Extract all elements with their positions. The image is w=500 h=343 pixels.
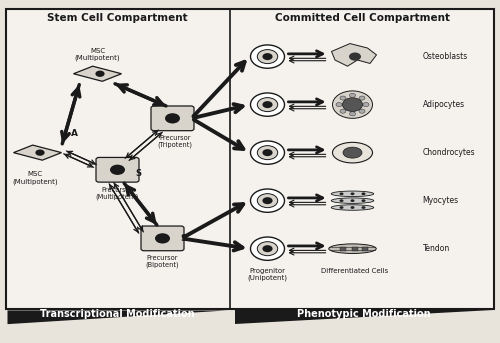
Text: Phenotypic Modification: Phenotypic Modification bbox=[296, 309, 430, 319]
Text: Osteoblasts: Osteoblasts bbox=[422, 52, 468, 61]
Circle shape bbox=[350, 199, 354, 202]
Circle shape bbox=[340, 192, 344, 195]
Circle shape bbox=[340, 199, 344, 202]
Circle shape bbox=[363, 103, 369, 107]
Circle shape bbox=[96, 71, 104, 77]
Circle shape bbox=[262, 101, 272, 108]
Text: Myocytes: Myocytes bbox=[422, 196, 458, 205]
FancyBboxPatch shape bbox=[96, 157, 139, 182]
Bar bbox=[362, 247, 368, 251]
Ellipse shape bbox=[331, 198, 374, 203]
Circle shape bbox=[155, 233, 170, 244]
Text: S: S bbox=[180, 234, 186, 243]
Text: Precursor
(Bipotent): Precursor (Bipotent) bbox=[146, 255, 180, 268]
Circle shape bbox=[258, 194, 278, 208]
Circle shape bbox=[350, 93, 356, 97]
Text: A: A bbox=[70, 129, 78, 138]
Circle shape bbox=[36, 150, 44, 156]
Circle shape bbox=[340, 96, 346, 100]
Ellipse shape bbox=[332, 142, 372, 163]
Text: Tendon: Tendon bbox=[422, 244, 450, 253]
Polygon shape bbox=[74, 66, 122, 81]
Circle shape bbox=[350, 112, 356, 116]
Polygon shape bbox=[332, 44, 376, 66]
Circle shape bbox=[262, 197, 272, 204]
Text: Precursor
(Tripotent): Precursor (Tripotent) bbox=[158, 135, 192, 148]
Polygon shape bbox=[235, 310, 492, 324]
Circle shape bbox=[262, 245, 272, 252]
Circle shape bbox=[336, 103, 342, 107]
Circle shape bbox=[250, 141, 284, 164]
Bar bbox=[352, 247, 358, 251]
Text: Differentiated Cells: Differentiated Cells bbox=[322, 268, 388, 273]
Circle shape bbox=[359, 96, 365, 100]
Circle shape bbox=[250, 189, 284, 212]
Text: MSC
(Multipotent): MSC (Multipotent) bbox=[12, 172, 58, 185]
Text: Adipocytes: Adipocytes bbox=[422, 100, 465, 109]
Text: Stem Cell Compartment: Stem Cell Compartment bbox=[47, 13, 188, 23]
Circle shape bbox=[258, 98, 278, 111]
Circle shape bbox=[110, 165, 125, 175]
Ellipse shape bbox=[331, 205, 374, 210]
Circle shape bbox=[362, 199, 366, 202]
FancyBboxPatch shape bbox=[6, 9, 494, 309]
Circle shape bbox=[258, 146, 278, 159]
Ellipse shape bbox=[331, 191, 374, 197]
Text: Transcriptional Modification: Transcriptional Modification bbox=[40, 309, 195, 319]
Circle shape bbox=[262, 53, 272, 60]
Circle shape bbox=[165, 113, 180, 123]
Circle shape bbox=[262, 149, 272, 156]
FancyBboxPatch shape bbox=[151, 106, 194, 131]
Text: S: S bbox=[192, 113, 198, 122]
Circle shape bbox=[340, 206, 344, 209]
Circle shape bbox=[250, 237, 284, 260]
Circle shape bbox=[258, 50, 278, 63]
Circle shape bbox=[332, 91, 372, 118]
Circle shape bbox=[350, 192, 354, 195]
Bar bbox=[340, 247, 346, 251]
Circle shape bbox=[359, 109, 365, 113]
Text: Progenitor
(Unipotent): Progenitor (Unipotent) bbox=[248, 268, 288, 281]
Ellipse shape bbox=[343, 147, 362, 158]
Text: Chondrocytes: Chondrocytes bbox=[422, 148, 475, 157]
Text: MSC
(Multipotent): MSC (Multipotent) bbox=[74, 48, 120, 61]
Circle shape bbox=[250, 93, 284, 116]
Text: S: S bbox=[136, 169, 141, 178]
Circle shape bbox=[349, 52, 361, 61]
Circle shape bbox=[342, 98, 362, 111]
Circle shape bbox=[250, 45, 284, 68]
Ellipse shape bbox=[329, 244, 376, 253]
FancyBboxPatch shape bbox=[141, 226, 184, 251]
Text: Precursor
(Multipotent): Precursor (Multipotent) bbox=[96, 187, 139, 200]
Polygon shape bbox=[14, 145, 62, 160]
Text: Committed Cell Compartment: Committed Cell Compartment bbox=[275, 13, 450, 23]
Circle shape bbox=[340, 109, 346, 113]
Circle shape bbox=[350, 206, 354, 209]
Polygon shape bbox=[8, 310, 228, 324]
Circle shape bbox=[362, 206, 366, 209]
Circle shape bbox=[258, 242, 278, 256]
Circle shape bbox=[362, 192, 366, 195]
